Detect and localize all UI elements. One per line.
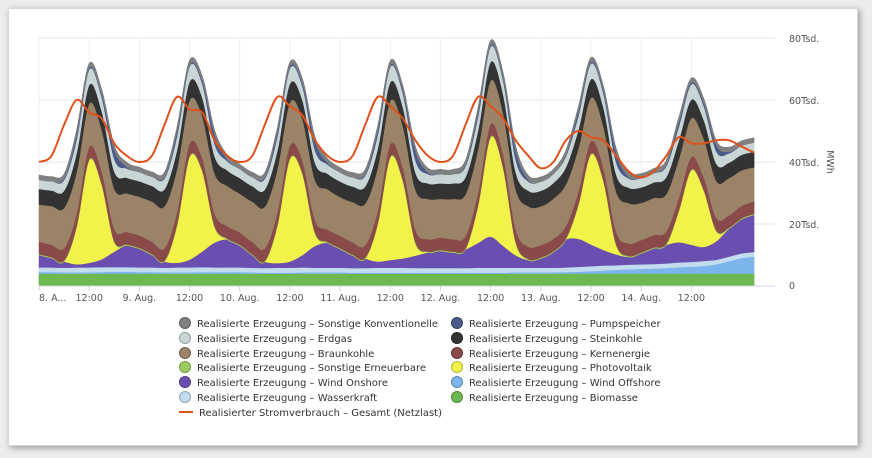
legend-dot-marker [451, 391, 463, 403]
legend-dot-marker [179, 391, 191, 403]
legend-item[interactable]: Realisierte Erzeugung – Kernenergie [451, 346, 651, 362]
legend-dot-marker [179, 331, 191, 344]
legend-item[interactable]: Realisierte Erzeugung – Sonstige Erneuer… [179, 361, 426, 376]
y-tick-label: 40Tsd. [789, 158, 819, 169]
y-tick-label: 80Tsd. [789, 34, 819, 45]
legend-item[interactable]: Realisierte Erzeugung – Sonstige Konvent… [179, 317, 439, 332]
legend-label: Realisierte Erzeugung – Sonstige Konvent… [197, 319, 439, 330]
legend-label: Realisierte Erzeugung – Sonstige Erneuer… [197, 363, 426, 375]
legend-label: Realisierter Stromverbrauch – Gesamt (Ne… [199, 407, 442, 419]
legend-dot-marker [179, 361, 191, 374]
legend-dot-marker [451, 317, 463, 329]
x-tick-label: 12:00 [678, 293, 705, 304]
legend-label: Realisierte Erzeugung – Wind Onshore [197, 378, 388, 390]
y-axis: 0 20Tsd. 40Tsd. 60Tsd. 80Tsd. [789, 34, 819, 292]
y-tick-label: 60Tsd. [789, 96, 819, 107]
x-tick-label: 12:00 [75, 293, 102, 304]
legend-label: Realisierte Erzeugung – Wind Offshore [469, 378, 661, 390]
chart-card: 8. A... 12:00 9. Aug. 12:00 10. Aug. 12:00 11.… [8, 8, 858, 446]
legend-label: Realisierte Erzeugung – Photovoltaik [469, 363, 652, 375]
netzlast-line[interactable] [38, 95, 755, 179]
area-series[interactable] [38, 39, 755, 287]
legend-label: Realisierte Erzeugung – Kernenergie [469, 348, 651, 360]
legend-item[interactable]: Realisierte Erzeugung – Wasserkraft [179, 391, 378, 406]
legend-label: Realisierte Erzeugung – Wasserkraft [197, 393, 378, 404]
x-tick-label: 13. Aug. [521, 293, 561, 304]
area-sonstige-konventionelle[interactable] [38, 39, 755, 184]
x-tick-label: 10. Aug. [220, 293, 260, 304]
x-tick-label: 12. Aug. [421, 293, 461, 304]
legend-item[interactable]: Realisierte Erzeugung – Pumpspeicher [451, 317, 661, 332]
legend-item[interactable]: Realisierte Erzeugung – Wind Onshore [179, 376, 388, 391]
x-tick-label: 9. Aug. [123, 293, 157, 304]
legend-item[interactable]: Realisierter Stromverbrauch – Gesamt (Ne… [179, 407, 442, 421]
legend-label: Realisierte Erzeugung – Biomasse [469, 393, 638, 404]
y-axis-title: MWh [824, 150, 835, 174]
x-tick-label: 8. A... [39, 293, 66, 304]
legend-dot-marker [451, 331, 463, 344]
legend-label: Realisierte Erzeugung – Pumpspeicher [469, 319, 661, 330]
x-axis: 8. A... 12:00 9. Aug. 12:00 10. Aug. 12:00 11.… [38, 285, 775, 304]
legend-dot-marker [179, 317, 191, 329]
legend-dot-marker [179, 346, 191, 359]
stacked-area-chart: 8. A... 12:00 9. Aug. 12:00 10. Aug. 12:00 11.… [38, 34, 835, 304]
legend-dot-marker [451, 376, 463, 389]
x-tick-label: 11. Aug. [320, 293, 360, 304]
y-tick-label: 20Tsd. [789, 220, 819, 231]
x-tick-label: 14. Aug. [621, 293, 661, 304]
x-tick-label: 12:00 [377, 293, 404, 304]
x-tick-label: 12:00 [477, 293, 504, 304]
legend-item[interactable]: Realisierte Erzeugung – Braunkohle [179, 346, 375, 362]
legend-item[interactable]: Realisierte Erzeugung – Wind Offshore [451, 376, 661, 391]
area-biomasse[interactable] [38, 273, 755, 287]
x-tick-label: 12:00 [176, 293, 203, 304]
x-tick-label: 12:00 [276, 293, 303, 304]
legend-dot-marker [451, 361, 463, 374]
load-line[interactable] [38, 95, 755, 179]
legend-item[interactable]: Realisierte Erzeugung – Steinkohle [451, 331, 643, 347]
legend-dot-marker [179, 376, 191, 389]
legend-label: Realisierte Erzeugung – Erdgas [197, 333, 353, 345]
legend-line-marker [179, 410, 193, 413]
legend-item[interactable]: Realisierte Erzeugung – Erdgas [179, 331, 353, 347]
legend-label: Realisierte Erzeugung – Braunkohle [197, 348, 375, 360]
x-tick-label: 12:00 [577, 293, 604, 304]
legend-item[interactable]: Realisierte Erzeugung – Photovoltaik [451, 361, 652, 376]
legend-item[interactable]: Realisierte Erzeugung – Biomasse [451, 391, 638, 406]
y-tick-label: 0 [789, 281, 795, 292]
legend-label: Realisierte Erzeugung – Steinkohle [469, 333, 643, 345]
legend-dot-marker [451, 346, 463, 359]
